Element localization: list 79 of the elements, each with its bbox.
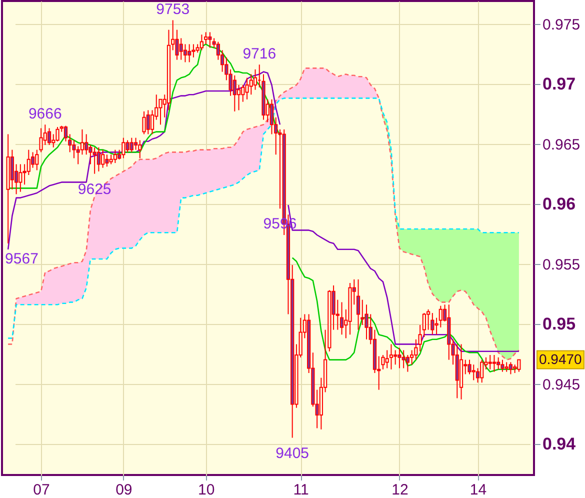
x-tick-label: 07 — [33, 482, 50, 498]
candlestick — [364, 304, 368, 340]
candlestick — [10, 149, 14, 190]
x-tick-label: 09 — [116, 482, 132, 498]
candlestick — [146, 110, 150, 135]
candlestick — [105, 154, 109, 168]
candlestick — [398, 347, 402, 369]
candlestick — [232, 74, 236, 112]
candlestick — [109, 154, 113, 165]
y-tick-label: 0.955 — [542, 256, 580, 274]
candlestick — [122, 137, 126, 159]
y-tick-label: 0.97 — [542, 74, 576, 94]
x-tick-label: 12 — [392, 482, 408, 498]
candlestick — [249, 74, 253, 96]
candlestick — [138, 140, 142, 159]
candlestick — [270, 98, 274, 135]
annotation: 9753 — [156, 1, 190, 18]
candlestick — [126, 140, 130, 153]
candlestick — [438, 305, 442, 328]
candlestick — [101, 149, 105, 168]
x-tick-label: 14 — [470, 482, 487, 498]
candlestick — [64, 125, 68, 142]
candlestick — [402, 350, 406, 369]
candlestick — [389, 344, 394, 370]
candlestick — [480, 359, 484, 384]
candlestick — [496, 356, 500, 370]
annotation: 9666 — [28, 106, 62, 123]
candlestick — [80, 128, 84, 156]
y-tick-label: 0.95 — [542, 314, 576, 334]
candlestick — [472, 364, 476, 381]
candlestick — [192, 44, 196, 58]
candlestick — [500, 359, 504, 372]
candlestick — [84, 134, 88, 156]
candlestick — [414, 338, 418, 360]
candlestick — [430, 312, 434, 336]
annotation: 9716 — [242, 46, 276, 63]
candlestick — [356, 278, 360, 330]
candlestick — [517, 359, 521, 372]
candlestick — [340, 302, 344, 336]
candlestick — [204, 32, 208, 45]
candlestick — [508, 362, 512, 375]
annotation: 9405 — [276, 444, 310, 462]
y-tick-label: 0.94 — [542, 434, 576, 454]
candlestick — [158, 98, 162, 126]
candlestick — [142, 110, 146, 135]
candlestick — [26, 149, 30, 176]
candlestick — [394, 350, 398, 366]
annotation: 9625 — [78, 180, 112, 198]
candlestick — [92, 146, 96, 174]
x-tick-label: 10 — [198, 482, 215, 498]
candlestick — [208, 32, 212, 48]
candlestick — [426, 308, 430, 330]
candlestick — [504, 362, 508, 372]
candlestick — [113, 149, 117, 164]
candlestick — [492, 354, 496, 372]
y-tick-label: 0.96 — [542, 194, 576, 214]
candlestick — [183, 44, 188, 63]
candlestick — [245, 77, 249, 100]
annotation: 9567 — [5, 250, 38, 268]
candlestick — [18, 164, 22, 192]
candlestick — [179, 38, 183, 60]
text: 0.9470 — [539, 350, 582, 367]
candlestick — [200, 34, 204, 51]
candlestick — [134, 137, 138, 150]
candlestick — [150, 110, 154, 135]
y-tick-label: 0.945 — [542, 376, 580, 394]
candlestick — [488, 354, 492, 370]
candlestick — [30, 152, 35, 168]
candlestick — [47, 128, 52, 146]
candlestick — [130, 137, 134, 153]
y-tick-label: 0.965 — [542, 136, 580, 154]
candlestick — [96, 146, 100, 172]
y-tick-label: 0.975 — [542, 16, 580, 34]
x-tick-label: 11 — [293, 482, 309, 498]
candlestick — [410, 350, 414, 366]
candlestick — [406, 354, 410, 372]
candlestick — [253, 68, 258, 90]
candlestick — [188, 44, 192, 63]
candlestick — [68, 134, 72, 153]
